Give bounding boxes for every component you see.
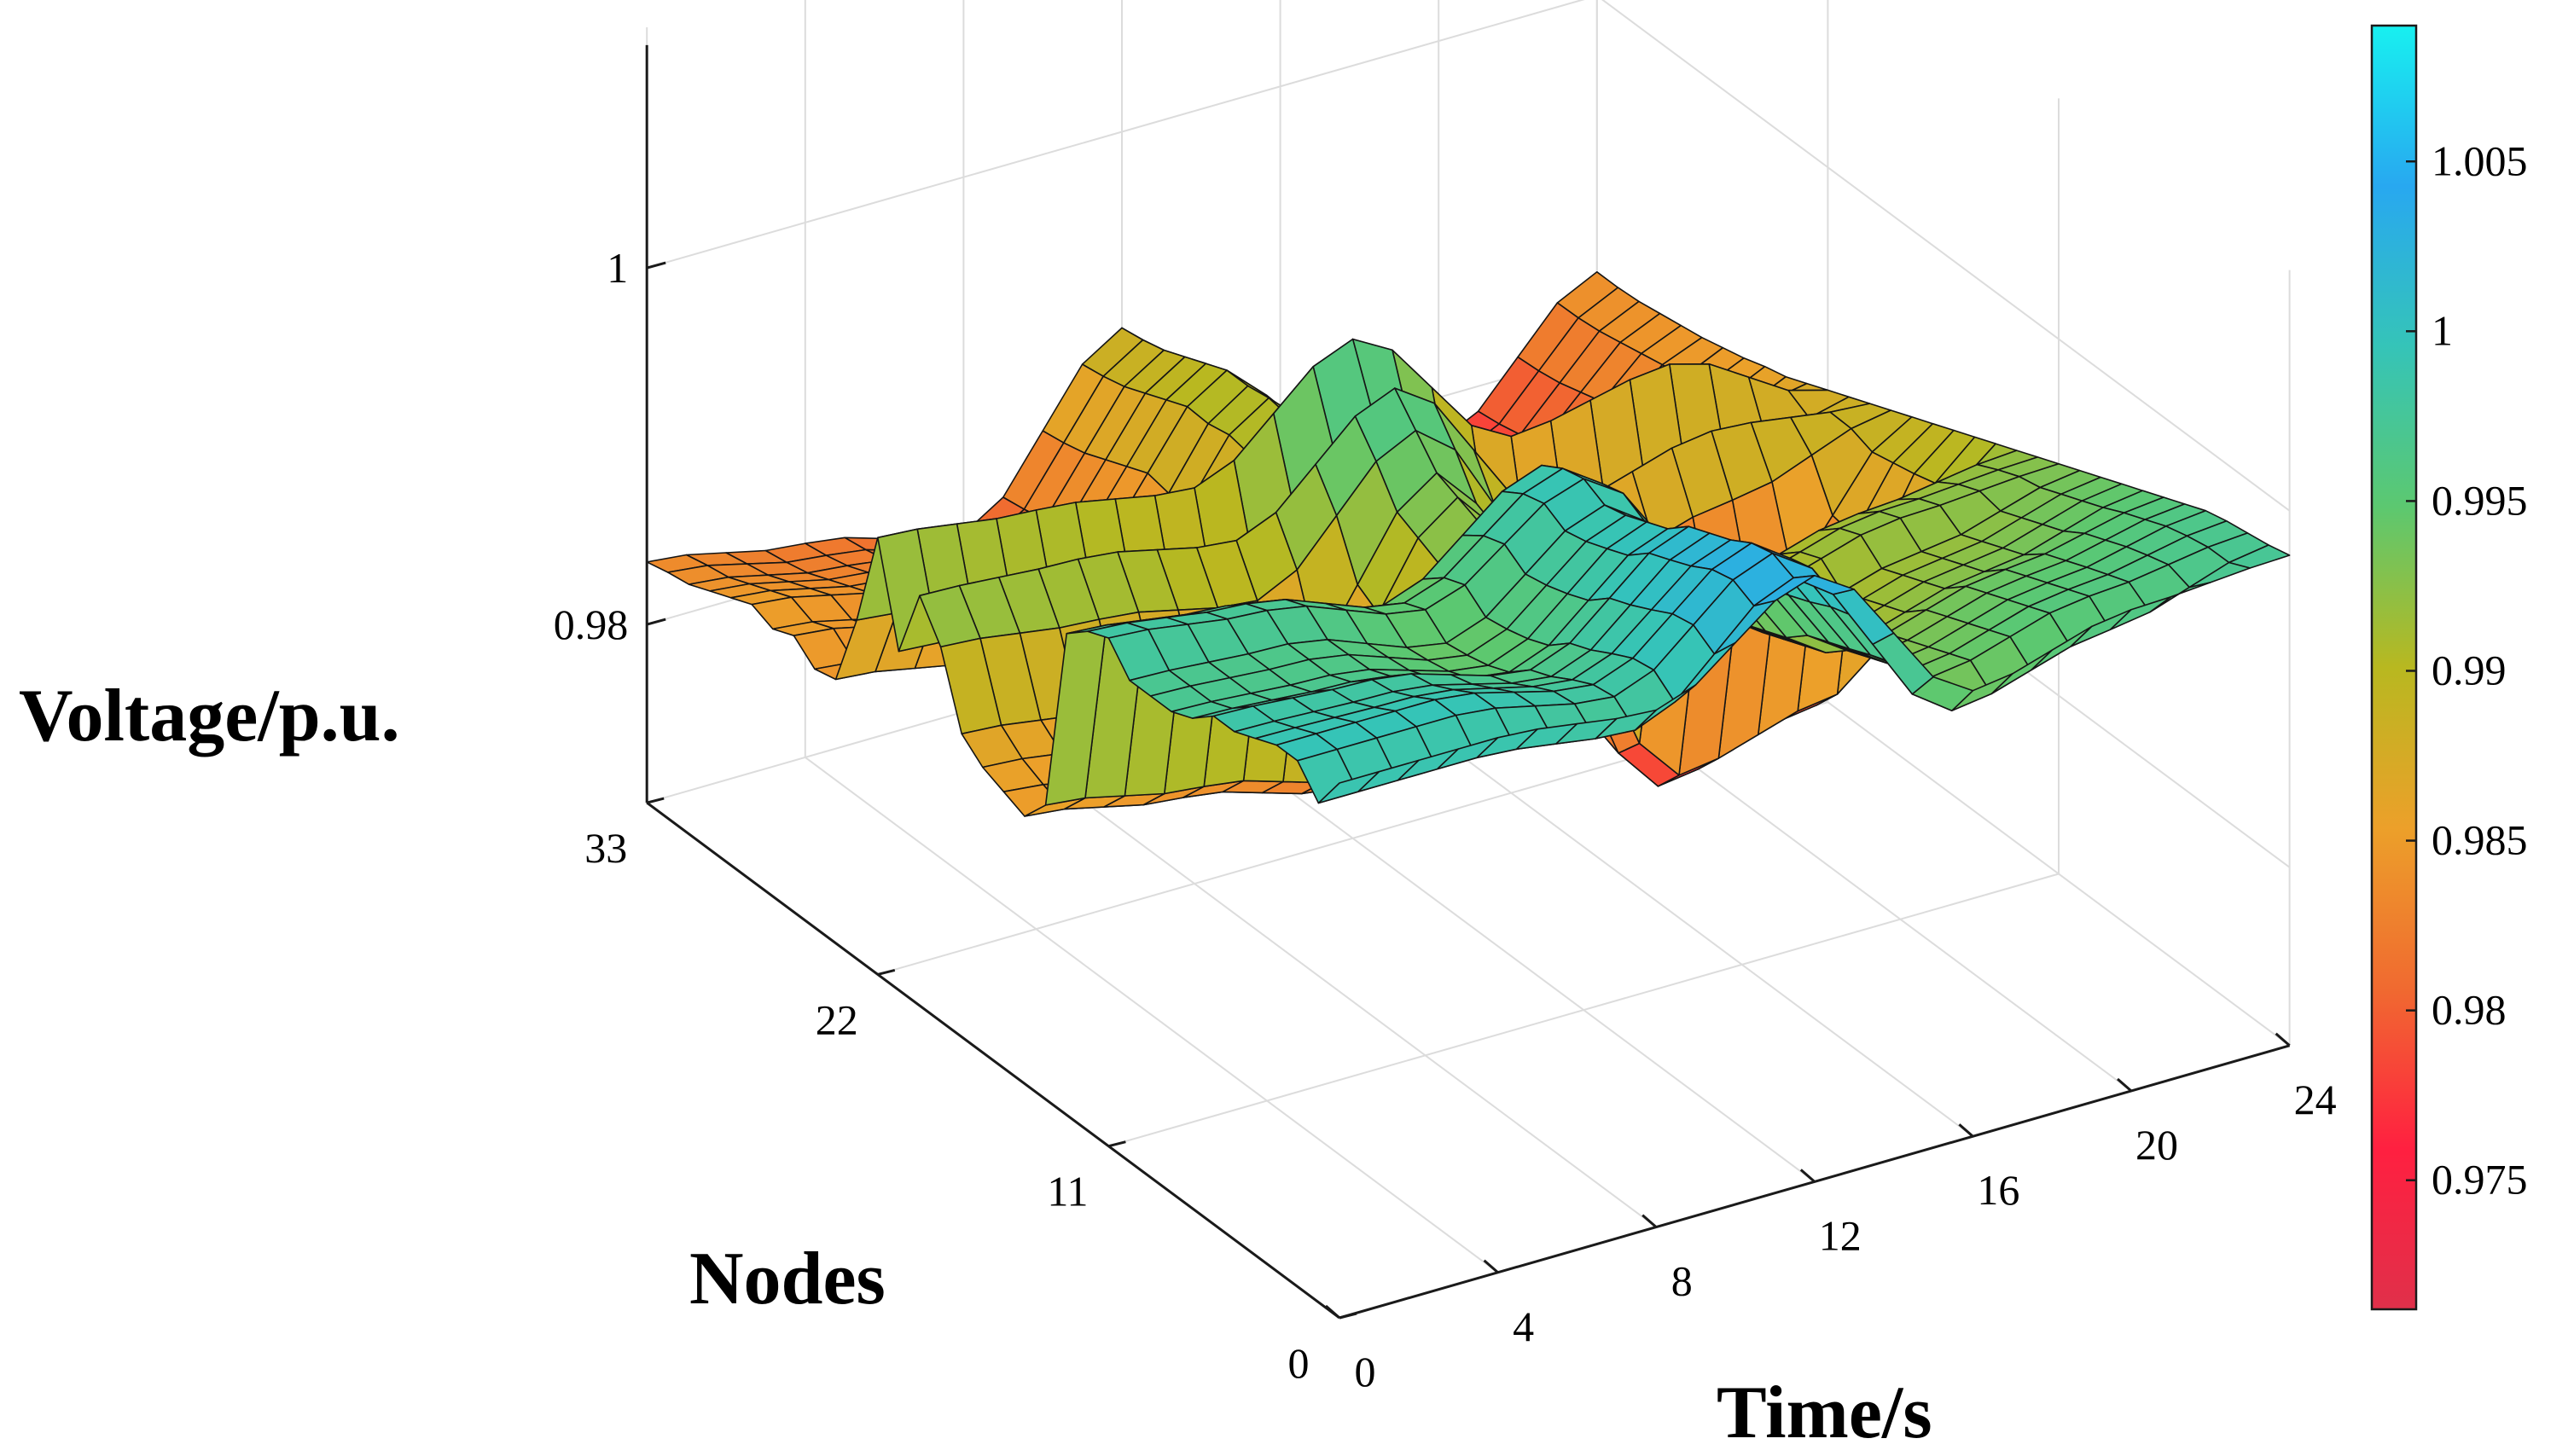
grid-line bbox=[646, 0, 2291, 512]
colorbar-tick-label: 0.995 bbox=[2432, 476, 2528, 524]
grid-line bbox=[1108, 873, 2060, 1147]
colorbar-tick-label: 0.985 bbox=[2432, 816, 2528, 864]
colorbar: 1.005 1 0.995 0.99 0.985 0.98 0.975 bbox=[2370, 24, 2528, 1311]
y-axis-line bbox=[646, 801, 1340, 1320]
colorbar-tick-label: 0.99 bbox=[2432, 646, 2507, 693]
x-tick-label: 12 bbox=[1819, 1211, 1862, 1259]
y-tick bbox=[1339, 1312, 1357, 1320]
x-tick bbox=[1641, 1214, 1658, 1228]
x-axis-title: Time/s bbox=[1717, 1372, 1932, 1452]
y-tick bbox=[877, 968, 896, 976]
x-tick-label: 0 bbox=[1355, 1348, 1376, 1395]
axes-layer: 0.98 1 0 11 22 33 0 4 8 12 16 20 24 bbox=[554, 44, 2337, 1395]
z-axis-title: Voltage/p.u. bbox=[19, 675, 400, 757]
colorbar-bar bbox=[2370, 24, 2418, 1311]
x-tick-label: 4 bbox=[1513, 1302, 1534, 1350]
colorbar-tick-label: 0.98 bbox=[2432, 986, 2507, 1034]
x-tick-label: 20 bbox=[2135, 1121, 2178, 1169]
x-tick bbox=[2117, 1077, 2132, 1093]
y-tick-label: 22 bbox=[816, 995, 858, 1043]
x-tick bbox=[1325, 1304, 1340, 1320]
y-tick bbox=[646, 797, 665, 804]
surface-patch bbox=[1317, 770, 1380, 804]
grid-line bbox=[805, 757, 1499, 1273]
z-tick-label: 1 bbox=[607, 244, 628, 292]
surface-layer bbox=[646, 270, 2291, 817]
x-tick bbox=[1958, 1123, 1974, 1138]
x-tick bbox=[1799, 1169, 1816, 1183]
z-tick bbox=[646, 261, 666, 270]
x-tick bbox=[2275, 1032, 2291, 1047]
x-tick-label: 16 bbox=[1977, 1166, 2019, 1214]
x-tick bbox=[1483, 1259, 1499, 1273]
y-tick bbox=[1108, 1140, 1126, 1148]
y-tick-label: 33 bbox=[584, 824, 627, 872]
colorbar-tick-label: 0.975 bbox=[2432, 1156, 2528, 1204]
x-tick-label: 8 bbox=[1671, 1257, 1693, 1305]
z-tick-label: 0.98 bbox=[554, 600, 629, 648]
y-tick-label: 11 bbox=[1047, 1168, 1088, 1215]
y-tick-label: 0 bbox=[1288, 1339, 1310, 1387]
y-axis-title: Nodes bbox=[689, 1238, 886, 1320]
colorbar-tick-label: 1.005 bbox=[2432, 136, 2528, 184]
x-tick-label: 24 bbox=[2294, 1076, 2337, 1123]
z-tick bbox=[646, 618, 666, 626]
colorbar-tick-label: 1 bbox=[2432, 306, 2453, 354]
